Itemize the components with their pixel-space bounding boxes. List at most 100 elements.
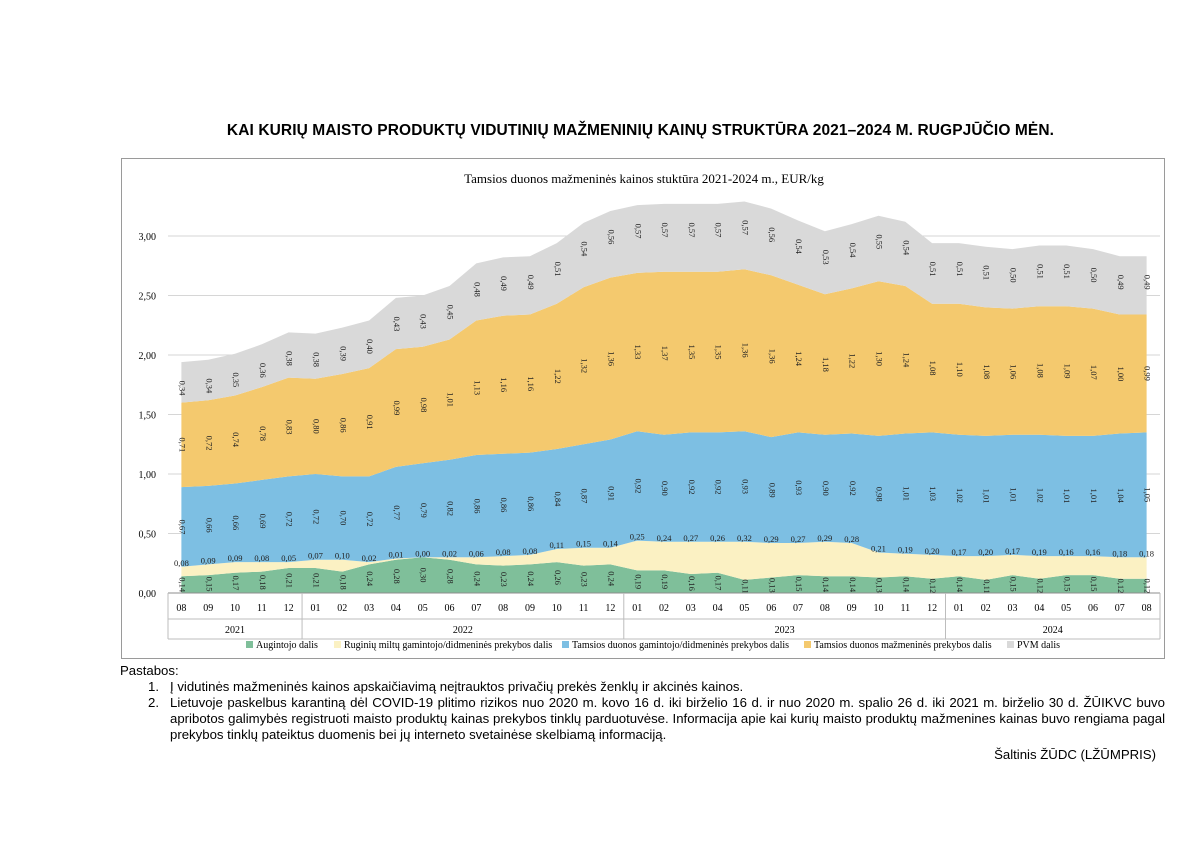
data-label: 0,57	[660, 222, 670, 237]
data-label: 0,26	[553, 570, 563, 585]
notes-section: Pastabos: 1. Į vidutinės mažmeninės kain…	[120, 663, 1165, 743]
data-label: 0,51	[1062, 264, 1072, 279]
data-label: 0,16	[1059, 547, 1074, 557]
data-label: 0,99	[392, 401, 402, 416]
data-label: 0,91	[606, 486, 616, 501]
data-label: 1,18	[821, 357, 831, 372]
data-label: 1,01	[446, 392, 456, 407]
data-label: 1,09	[1062, 364, 1072, 379]
data-label: 0,80	[312, 419, 322, 434]
data-label: 0,14	[901, 577, 911, 593]
legend-swatch	[804, 641, 811, 648]
data-label: 0,45	[446, 305, 456, 320]
data-label: 0,24	[606, 571, 616, 587]
data-label: 0,11	[740, 579, 750, 594]
data-label: 1,07	[1089, 365, 1099, 380]
x-tick-label: 01	[954, 603, 964, 614]
data-label: 1,36	[767, 349, 777, 364]
data-label: 0,17	[951, 547, 966, 557]
page-title: KAI KURIŲ MAISTO PRODUKTŲ VIDUTINIŲ MAŽM…	[226, 122, 1055, 139]
data-label: 0,14	[955, 577, 965, 593]
data-label: 0,84	[553, 492, 563, 508]
data-label: 0,99	[1143, 366, 1153, 381]
data-label: 0,18	[338, 575, 348, 590]
data-label: 0,21	[285, 573, 295, 588]
data-label: 0,54	[580, 241, 590, 257]
area-series-1	[181, 557, 1147, 593]
data-label: 0,98	[875, 487, 885, 502]
x-tick-label: 06	[445, 603, 455, 614]
x-tick-label: 07	[793, 603, 803, 614]
data-label: 0,83	[285, 420, 295, 435]
data-label: 0,21	[312, 573, 322, 588]
data-label: 0,90	[660, 481, 670, 496]
data-label: 0,15	[794, 577, 804, 592]
note-text: Į vidutinės mažmeninės kainos apskaičiav…	[170, 679, 744, 694]
data-label: 0,14	[821, 577, 831, 593]
data-label: 0,39	[338, 346, 348, 361]
year-label: 2024	[1043, 625, 1063, 636]
data-label: 0,79	[419, 503, 429, 518]
data-label: 1,36	[740, 343, 750, 358]
legend-swatch	[562, 641, 569, 648]
data-label: 0,51	[982, 265, 992, 280]
x-tick-label: 06	[1088, 603, 1098, 614]
data-label: 0,35	[231, 372, 241, 387]
notes-heading: Pastabos:	[120, 663, 179, 678]
y-tick-label: 2,50	[139, 292, 157, 303]
legend-label: PVM dalis	[1017, 640, 1060, 651]
x-tick-label: 10	[230, 603, 240, 614]
data-label: 1,03	[928, 486, 938, 501]
x-tick-label: 09	[525, 603, 535, 614]
legend-swatch	[334, 641, 341, 648]
x-tick-label: 11	[900, 603, 910, 614]
data-label: 0,08	[254, 553, 269, 563]
data-label: 0,43	[392, 316, 402, 331]
data-label: 0,29	[764, 534, 779, 544]
data-label: 1,01	[901, 486, 911, 501]
data-label: 1,08	[928, 361, 938, 376]
area-series	[181, 201, 1147, 593]
data-label: 0,00	[415, 548, 430, 558]
x-tick-label: 05	[1061, 603, 1071, 614]
x-tick-label: 02	[337, 603, 347, 614]
x-tick-label: 05	[739, 603, 749, 614]
data-label: 1,05	[1143, 487, 1153, 502]
data-label: 0,17	[1005, 546, 1020, 556]
data-label: 1,06	[1009, 364, 1019, 379]
data-label: 0,77	[392, 505, 402, 520]
data-label: 0,18	[1112, 548, 1127, 558]
data-label: 0,70	[338, 511, 348, 526]
data-label: 0,89	[767, 483, 777, 498]
data-label: 0,36	[258, 363, 268, 378]
year-label: 2023	[775, 625, 795, 636]
data-label: 0,72	[204, 436, 214, 451]
data-label: 0,02	[442, 548, 457, 558]
note-item: 1. Į vidutinės mažmeninės kainos apskaič…	[120, 679, 1165, 695]
y-tick-label: 0,00	[139, 589, 157, 600]
year-label: 2021	[225, 625, 245, 636]
x-tick-label: 04	[713, 603, 723, 614]
data-label: 0,91	[365, 415, 375, 430]
y-tick-label: 1,00	[139, 470, 157, 481]
data-label: 0,12	[1116, 578, 1126, 593]
x-tick-label: 12	[284, 603, 294, 614]
data-label: 0,49	[499, 276, 509, 291]
data-label: 0,17	[714, 575, 724, 590]
data-label: 1,24	[901, 352, 911, 368]
legend-swatch	[246, 641, 253, 648]
data-label: 0,72	[312, 509, 322, 524]
data-label: 0,57	[740, 220, 750, 235]
stacked-area-chart: Tamsios duonos mažmeninės kainos stuktūr…	[139, 171, 1161, 651]
source-note: Šaltinis ŽŪDC (LŽŪMPRIS)	[994, 747, 1156, 762]
data-label: 0,24	[365, 571, 375, 587]
x-tick-label: 10	[552, 603, 562, 614]
data-label: 1,02	[955, 488, 965, 503]
data-label: 0,19	[1032, 547, 1047, 557]
data-label: 1,16	[526, 376, 536, 391]
data-label: 0,90	[821, 481, 831, 496]
x-tick-label: 02	[981, 603, 991, 614]
data-label: 0,67	[177, 520, 187, 535]
data-label: 0,29	[817, 533, 832, 543]
data-label: 0,53	[821, 250, 831, 265]
